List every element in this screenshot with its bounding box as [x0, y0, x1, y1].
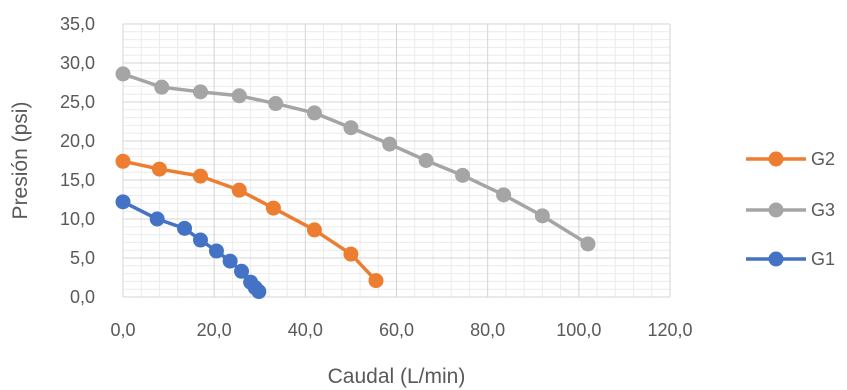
legend-marker [768, 151, 784, 167]
legend-item-g2: G2 [746, 149, 835, 169]
data-point-g1 [208, 243, 224, 259]
data-point-g1 [251, 284, 267, 300]
data-point-g2 [306, 222, 322, 238]
data-point-g2 [265, 200, 281, 216]
data-point-g3 [343, 120, 359, 136]
series-layer [115, 66, 596, 300]
data-point-g3 [455, 167, 471, 183]
data-point-g3 [231, 88, 247, 104]
data-point-g3 [496, 187, 512, 203]
grid-major [122, 23, 671, 298]
y-tick-label: 15,0 [60, 170, 95, 190]
data-point-g1 [192, 232, 208, 248]
y-tick-label: 20,0 [60, 131, 95, 151]
series-g3 [115, 66, 596, 252]
data-point-g1 [222, 253, 238, 269]
legend-label: G2 [811, 149, 835, 169]
legend-label: G1 [811, 249, 835, 269]
data-point-g3 [306, 105, 322, 121]
x-tick-label: 20,0 [197, 320, 232, 340]
legend-item-g3: G3 [746, 200, 835, 220]
data-point-g3 [382, 136, 398, 152]
data-point-g3 [580, 236, 596, 252]
data-point-g2 [368, 273, 384, 289]
data-point-g2 [192, 168, 208, 184]
y-axis-title: Presión (psi) [9, 102, 32, 220]
legend-marker [768, 251, 784, 267]
x-axis-ticks: 0,0 20,0 40,0 60,0 80,0 100,0 120,0 [110, 320, 692, 340]
x-tick-label: 80,0 [470, 320, 505, 340]
data-point-g2 [151, 161, 167, 177]
data-point-g1 [115, 194, 131, 210]
legend-marker [768, 202, 784, 218]
data-point-g1 [149, 211, 165, 227]
data-point-g2 [231, 182, 247, 198]
series-g2 [115, 153, 384, 289]
x-tick-label: 60,0 [379, 320, 414, 340]
y-tick-label: 10,0 [60, 209, 95, 229]
data-point-g3 [268, 96, 284, 112]
series-line-g3 [122, 72, 589, 246]
x-tick-label: 40,0 [288, 320, 323, 340]
y-tick-label: 30,0 [60, 53, 95, 73]
x-tick-label: 100,0 [556, 320, 601, 340]
data-point-g2 [115, 153, 131, 169]
data-point-g3 [534, 208, 550, 224]
legend: G2 G3 G1 [746, 149, 835, 269]
y-tick-label: 0,0 [70, 287, 95, 307]
x-axis-title: Caudal (L/min) [328, 365, 466, 388]
x-tick-label: 0,0 [110, 320, 135, 340]
data-point-g2 [343, 246, 359, 262]
data-point-g3 [192, 84, 208, 100]
data-point-g3 [418, 153, 434, 168]
y-tick-label: 25,0 [60, 92, 95, 112]
series-g1 [115, 194, 267, 300]
legend-item-g1: G1 [746, 249, 835, 269]
data-point-g1 [234, 263, 250, 279]
y-axis-ticks: 0,0 5,0 10,0 15,0 20,0 25,0 30,0 35,0 [60, 14, 95, 307]
data-point-g3 [115, 66, 131, 82]
y-tick-label: 5,0 [70, 248, 95, 268]
data-point-g1 [177, 220, 193, 236]
x-tick-label: 120,0 [647, 320, 692, 340]
y-tick-label: 35,0 [60, 14, 95, 34]
data-point-g3 [154, 79, 170, 95]
legend-label: G3 [811, 200, 835, 220]
